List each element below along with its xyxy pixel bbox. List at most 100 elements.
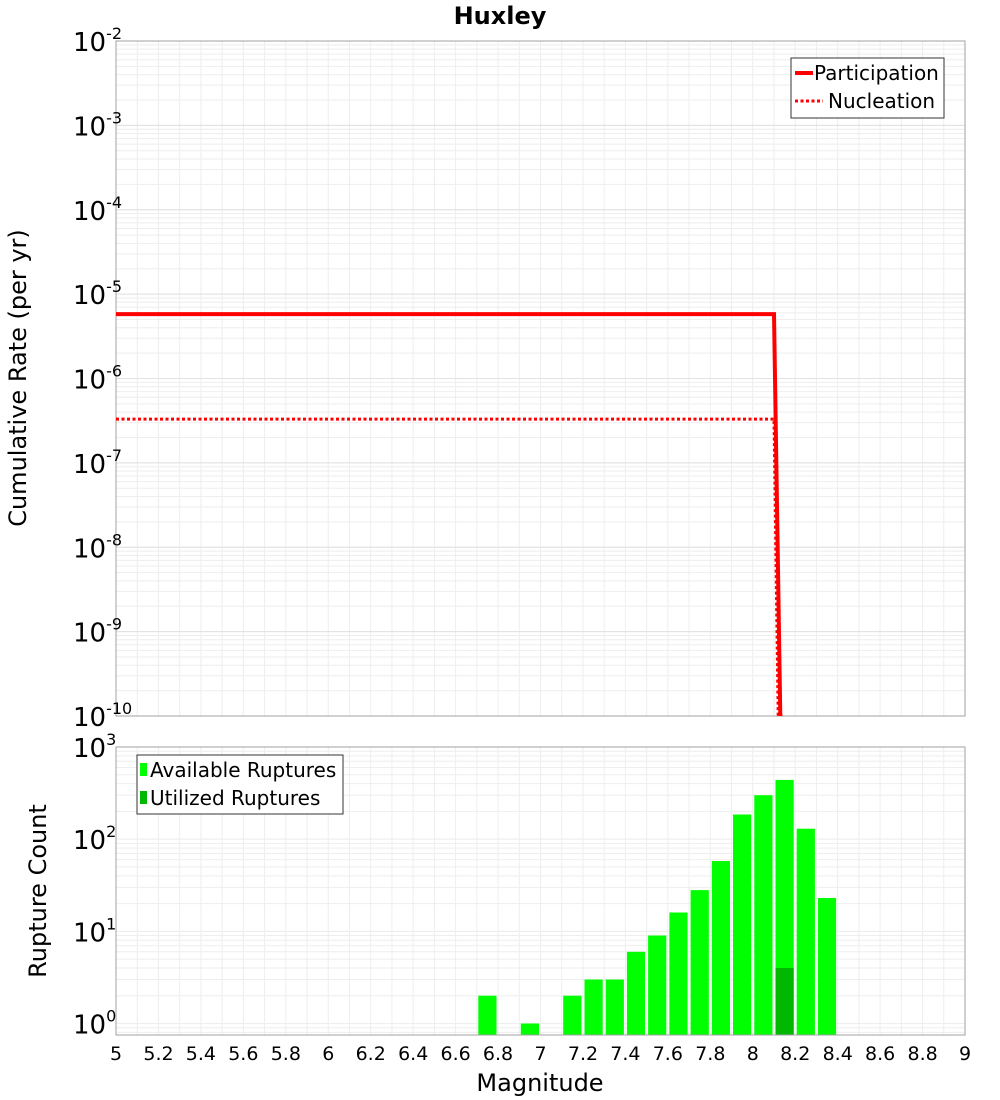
y-tick-exponent: -10: [106, 699, 132, 718]
y-tick-label: 10-2: [73, 24, 122, 58]
y-tick-label: 10-8: [73, 530, 122, 564]
rate-y-axis-label: Cumulative Rate (per yr): [4, 229, 32, 527]
y-tick-exponent: -3: [106, 108, 122, 127]
x-tick-label: 8.4: [823, 1043, 853, 1065]
available-bar: [563, 995, 582, 1035]
count-legend-box: [136, 754, 344, 815]
y-tick-label: 10-3: [73, 108, 122, 142]
available-bar: [711, 861, 730, 1035]
y-tick-base: 10: [73, 703, 106, 733]
y-tick-base: 10: [73, 366, 106, 396]
available-bar: [669, 912, 688, 1035]
y-tick-exponent: 2: [106, 822, 116, 841]
y-tick-base: 10: [73, 281, 106, 311]
rate-plot-grid: [115, 40, 966, 717]
y-tick-label: 102: [73, 822, 116, 856]
available-bar: [690, 890, 709, 1035]
x-tick-label: 8: [747, 1043, 759, 1065]
count-y-axis-label: Rupture Count: [24, 804, 52, 978]
y-tick-label: 101: [73, 914, 116, 948]
x-tick-label: 6.4: [398, 1043, 428, 1065]
x-tick-label: 8.8: [907, 1043, 937, 1065]
y-tick-label: 10-10: [73, 699, 132, 733]
x-tick-label: 7.4: [610, 1043, 640, 1065]
y-tick-exponent: 3: [106, 730, 116, 749]
x-tick-label: 6.6: [440, 1043, 470, 1065]
y-tick-exponent: 0: [106, 1007, 116, 1026]
count-plot-frame: [115, 746, 966, 1036]
x-tick-label: 5.4: [186, 1043, 216, 1065]
y-tick-exponent: 1: [106, 914, 116, 933]
y-tick-base: 10: [73, 918, 106, 948]
available-bar: [478, 995, 497, 1035]
rate-legend-box: [790, 57, 945, 119]
x-tick-label: 6.8: [483, 1043, 513, 1065]
legend-utilized-swatch: [140, 791, 147, 804]
y-tick-label: 10-5: [73, 277, 122, 311]
series-nucleation-line: [116, 417, 780, 717]
x-axis-label: Magnitude: [476, 1069, 603, 1097]
rate-plot-frame: [115, 40, 966, 717]
x-axis-ticks: 5 5.2 5.4 5.6 5.8 6 6.2 6.4 6.6 6.8 7 7.2 7.4 7.6 7.8 8…: [110, 1043, 971, 1065]
y-tick-exponent: -7: [106, 446, 122, 465]
y-tick-exponent: -4: [106, 193, 122, 212]
y-tick-base: 10: [73, 826, 106, 856]
y-tick-base: 10: [73, 450, 106, 480]
x-tick-label: 6.2: [356, 1043, 386, 1065]
y-tick-base: 10: [73, 1011, 106, 1041]
y-tick-base: 10: [73, 28, 106, 58]
y-tick-label: 10-9: [73, 615, 122, 649]
available-bar: [626, 951, 646, 1035]
y-tick-label: 10-4: [73, 193, 122, 227]
rate-plot-y-ticks: 10-210-310-410-510-610-710-810-910-10: [73, 24, 132, 733]
count-legend: Available Ruptures Utilized Ruptures: [136, 754, 344, 815]
y-tick-base: 10: [73, 112, 106, 142]
series-participation-line: [116, 312, 783, 717]
utilized-bar: [775, 968, 794, 1035]
y-tick-exponent: -6: [106, 362, 122, 381]
legend-utilized-label: Utilized Ruptures: [150, 786, 320, 810]
y-tick-exponent: -8: [106, 530, 122, 549]
x-tick-label: 7: [534, 1043, 546, 1065]
rate-plot-series: [116, 312, 783, 717]
x-tick-label: 6: [322, 1043, 334, 1065]
legend-nucleation-label: Nucleation: [828, 89, 935, 113]
x-tick-label: 7.2: [568, 1043, 598, 1065]
y-tick-base: 10: [73, 619, 106, 649]
chart-title: Huxley: [454, 2, 547, 30]
legend-participation-label: Participation: [814, 61, 939, 85]
x-tick-label: 5.8: [271, 1043, 301, 1065]
available-bar: [605, 979, 624, 1035]
x-tick-label: 8.6: [865, 1043, 895, 1065]
y-tick-label: 10-7: [73, 446, 122, 480]
count-plot-bars: [478, 779, 837, 1035]
available-bar: [817, 898, 837, 1035]
available-bar: [520, 1023, 539, 1035]
available-bar: [733, 814, 752, 1035]
x-tick-label: 7.8: [695, 1043, 725, 1065]
rate-legend: Participation Nucleation: [790, 57, 945, 119]
x-tick-label: 9: [959, 1043, 971, 1065]
x-tick-label: 8.2: [780, 1043, 810, 1065]
x-tick-label: 5.6: [228, 1043, 258, 1065]
available-bar: [648, 935, 667, 1035]
y-tick-base: 10: [73, 197, 106, 227]
available-bar: [584, 979, 603, 1035]
y-tick-exponent: -5: [106, 277, 122, 296]
y-tick-exponent: -9: [106, 615, 122, 634]
y-tick-label: 103: [73, 730, 116, 764]
x-tick-label: 7.6: [653, 1043, 683, 1065]
y-tick-exponent: -2: [106, 24, 122, 43]
y-tick-label: 100: [73, 1007, 116, 1041]
y-tick-base: 10: [73, 534, 106, 564]
legend-available-swatch: [140, 763, 147, 776]
legend-available-label: Available Ruptures: [150, 758, 336, 782]
x-tick-label: 5.2: [143, 1043, 173, 1065]
x-tick-label: 5: [110, 1043, 122, 1065]
available-bar: [754, 795, 773, 1035]
y-tick-label: 10-6: [73, 362, 122, 396]
available-bar: [796, 828, 815, 1035]
y-tick-base: 10: [73, 734, 106, 764]
